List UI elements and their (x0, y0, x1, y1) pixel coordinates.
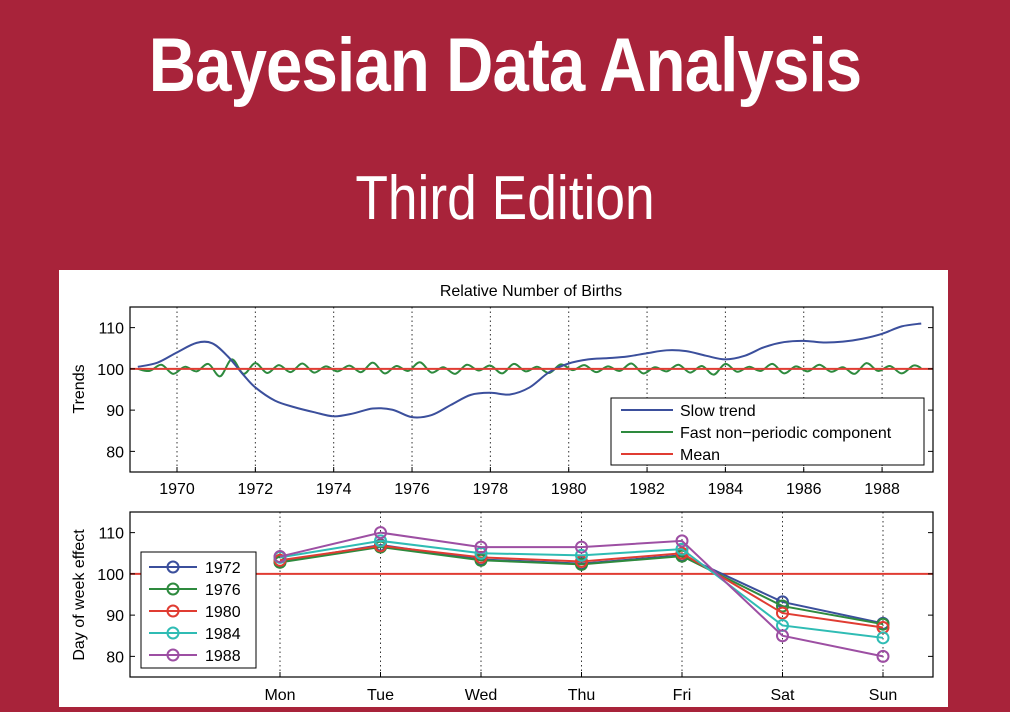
top-chart-legend: Slow trend Fast non−periodic component M… (610, 397, 925, 466)
bottom-xtick-label: Mon (264, 687, 295, 704)
legend-label-mean: Mean (680, 447, 720, 464)
bottom-xtick-label: Wed (465, 687, 498, 704)
legend-marker-1988 (166, 648, 180, 662)
charts-svg: Relative Number of Births 1970 1972 1974 19… (71, 283, 934, 704)
bottom-chart-ylabel: Day of week effect (71, 529, 88, 661)
bottom-marker-1988-wed (474, 540, 488, 554)
legend-label-slow-trend: Slow trend (680, 403, 756, 420)
top-chart-ylabel: Trends (71, 364, 88, 413)
legend-label-1988: 1988 (205, 648, 241, 665)
top-xtick-label: 1988 (864, 481, 900, 498)
bottom-marker-1984-tue (374, 534, 387, 548)
legend-marker-1980 (166, 604, 180, 618)
book-title: Bayesian Data Analysis (148, 23, 862, 108)
top-xtick-label: 1982 (629, 481, 665, 498)
bottom-marker-1984-thu (575, 548, 588, 562)
bottom-marker-1988-mon (273, 550, 287, 564)
bottom-marker-1984-sun (876, 631, 890, 645)
legend-label-1976: 1976 (205, 582, 241, 599)
bottom-xtick-label: Sat (770, 687, 795, 704)
top-xtick-label: 1970 (159, 481, 195, 498)
legend-label-1984: 1984 (205, 626, 241, 643)
bottom-marker-1988-sun (876, 649, 890, 663)
top-series-line-slow (137, 322, 922, 419)
bottom-marker-1988-tue (374, 526, 387, 540)
legend-label-fast-component: Fast non−periodic component (680, 425, 892, 442)
bottom-marker-1976-sat (776, 599, 789, 613)
bottom-xtick-label: Tue (367, 687, 394, 704)
top-xtick-label: 1978 (473, 481, 509, 498)
legend-label-1972: 1972 (205, 560, 241, 577)
legend-marker-1976 (166, 582, 180, 596)
top-chart-title: Relative Number of Births (440, 283, 622, 300)
top-xtick-label: 1980 (551, 481, 587, 498)
bottom-ytick-label: 90 (106, 608, 124, 625)
bottom-marker-1988-sat (776, 629, 789, 643)
bottom-ytick-label: 110 (98, 526, 124, 543)
bottom-marker-1988-thu (575, 540, 588, 554)
bottom-ytick-label: 100 (97, 567, 124, 584)
legend-marker-1972 (166, 560, 180, 574)
bottom-xtick-label: Thu (568, 687, 596, 704)
bottom-series-line-1988 (279, 531, 884, 658)
top-xtick-label: 1984 (708, 481, 744, 498)
bottom-chart-series (130, 526, 933, 663)
bottom-xtick-label: Fri (673, 687, 692, 704)
top-xtick-label: 1974 (316, 481, 352, 498)
bottom-chart-legend: 1972 1976 1980 1984 1988 (140, 551, 257, 669)
top-xtick-label: 1986 (786, 481, 822, 498)
top-ytick-label: 80 (106, 444, 124, 461)
bottom-ytick-label: 80 (106, 649, 124, 666)
bottom-marker-1984-fri (675, 542, 689, 556)
top-ytick-label: 100 (97, 362, 124, 379)
top-chart-series (130, 322, 933, 419)
bottom-marker-1980-sat (776, 606, 789, 620)
bottom-chart-frame (129, 511, 934, 678)
legend-marker-1984 (166, 626, 180, 640)
book-subtitle: Third Edition (355, 164, 655, 233)
bottom-chart-ticks: Mon Tue Wed Thu Fri Sat Sun 80 90 100 110 (97, 526, 933, 704)
figure-panel: Relative Number of Births 1970 1972 1974 19… (59, 270, 948, 707)
top-ytick-label: 90 (106, 403, 124, 420)
top-chart-frame (129, 306, 934, 473)
top-xtick-label: 1976 (394, 481, 430, 498)
bottom-chart-grid (279, 512, 884, 677)
bottom-series-line-1984 (279, 539, 884, 639)
bottom-xtick-label: Sun (869, 687, 897, 704)
legend-label-1980: 1980 (205, 604, 241, 621)
bottom-marker-1988-fri (675, 534, 689, 548)
top-ytick-label: 110 (98, 321, 124, 338)
top-chart-ticks: 1970 1972 1974 1976 1978 1980 1982 1984 1986 1988… (97, 321, 933, 498)
top-xtick-label: 1972 (238, 481, 274, 498)
